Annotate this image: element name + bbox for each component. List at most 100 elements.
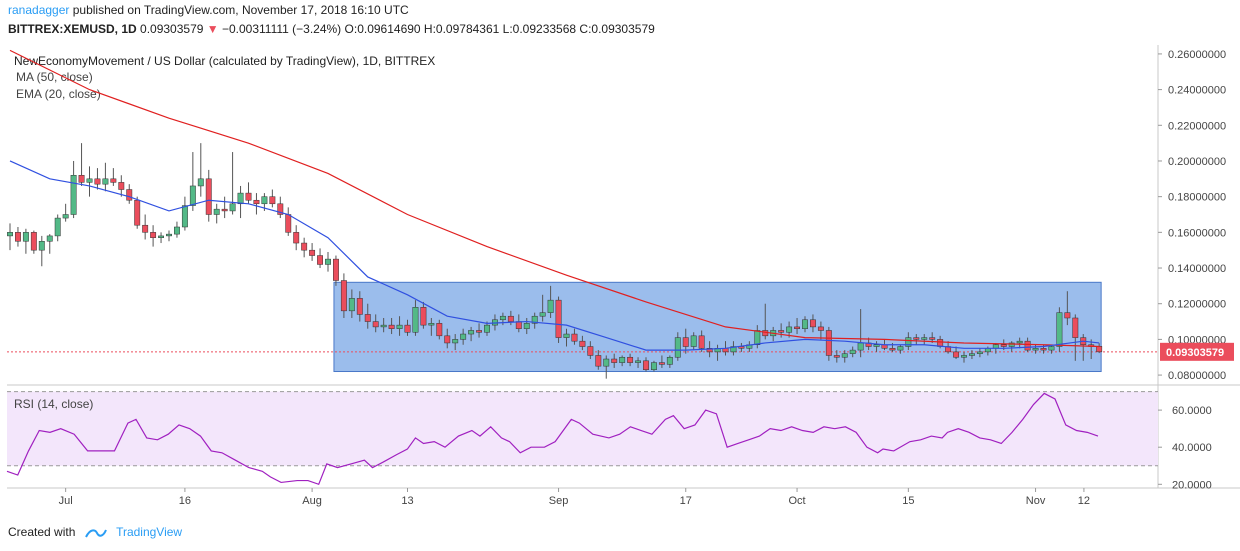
candle-body <box>921 337 928 340</box>
candle-body <box>730 346 737 353</box>
price-tick-label: 0.20000000 <box>1168 156 1226 168</box>
candle-body <box>1072 317 1079 338</box>
candle-body <box>142 224 149 233</box>
price-tick-label: 0.12000000 <box>1168 299 1226 311</box>
candle-body <box>619 356 626 363</box>
candle-body <box>897 346 904 351</box>
candle-body <box>7 232 13 237</box>
candle-body <box>976 351 983 354</box>
candle-body <box>627 356 634 363</box>
candle-body <box>929 337 936 340</box>
candle-body <box>301 242 308 251</box>
candle-body <box>555 299 562 338</box>
time-tick-label: Sep <box>549 495 569 507</box>
price-tick-label: 0.08000000 <box>1168 370 1226 382</box>
candle-body <box>762 330 769 337</box>
candle-body <box>873 344 880 347</box>
candle-body <box>428 323 435 326</box>
created-with-label: Created with <box>8 525 76 539</box>
price-tick-label: 0.26000000 <box>1168 49 1226 61</box>
candle-body <box>110 178 117 183</box>
last-price-badge <box>1160 342 1234 361</box>
candle-body <box>78 174 85 183</box>
last-value: 0.09303579 <box>140 22 207 36</box>
candle-body <box>507 315 514 322</box>
candle-body <box>603 358 610 367</box>
symbol-label: BITTREX:XEMUSD, 1D <box>8 22 140 36</box>
publish-info: published on TradingView.com, November 1… <box>69 3 409 17</box>
candle-body <box>802 319 808 329</box>
candle-body <box>245 192 252 201</box>
candle-body <box>905 337 912 347</box>
rsi-band <box>7 391 1158 466</box>
candle-body <box>531 315 538 324</box>
candle-body <box>30 232 37 251</box>
candle-body <box>189 185 196 206</box>
candle-body <box>571 333 578 342</box>
candle-body <box>889 348 896 351</box>
ema-legend: EMA (20, close) <box>16 87 101 101</box>
ohlc-key-c: C: <box>579 22 591 36</box>
ohlc-value-l: 0.09233568 <box>513 22 580 36</box>
candle-body <box>333 258 339 281</box>
candle-body <box>817 326 824 331</box>
candle-body <box>62 214 69 219</box>
candle-body <box>953 351 959 358</box>
change-arrow-icon: ▼ <box>207 22 222 36</box>
candle-body <box>174 226 180 235</box>
time-tick-label: 12 <box>1078 495 1090 507</box>
candle-body <box>452 339 459 344</box>
candle-body <box>1000 344 1007 347</box>
candle-body <box>420 307 427 326</box>
candle-body <box>651 362 657 370</box>
rsi-tick-label: 60.0000 <box>1172 405 1212 417</box>
candle-body <box>484 324 490 333</box>
candle-body <box>658 362 665 365</box>
candle-body <box>325 258 331 265</box>
ohlc-key-l: L: <box>503 22 513 36</box>
candle-body <box>285 214 292 233</box>
candle-body <box>778 330 785 333</box>
candle-body <box>364 314 371 322</box>
time-tick-label: 17 <box>680 495 692 507</box>
publish-line: ranadagger published on TradingView.com,… <box>8 3 409 17</box>
candle-body <box>849 349 856 354</box>
time-tick-label: Oct <box>788 495 805 507</box>
candle-body <box>269 196 276 205</box>
candle-body <box>94 178 101 185</box>
candle-body <box>539 312 546 317</box>
candle-body <box>833 355 840 358</box>
candle-body <box>698 335 705 349</box>
candle-body <box>1064 312 1071 319</box>
candle-body <box>1016 340 1023 344</box>
candle-body <box>1056 312 1063 347</box>
candle-body <box>460 333 467 340</box>
candle-body <box>595 355 602 367</box>
candle-body <box>635 360 641 363</box>
tradingview-logo-icon[interactable] <box>84 527 107 539</box>
price-tick-label: 0.24000000 <box>1168 85 1226 97</box>
candle-body <box>237 192 244 205</box>
candle-body <box>372 321 379 328</box>
tradingview-brand-link[interactable]: TradingView <box>116 525 183 539</box>
candle-body <box>388 324 395 329</box>
candle-body <box>1096 346 1103 353</box>
candle-body <box>547 299 554 313</box>
candle-body <box>356 298 363 315</box>
candle-body <box>293 232 300 244</box>
candle-body <box>134 199 141 226</box>
candle-body <box>277 203 284 215</box>
ohlc-value-o: 0.09614690 <box>357 22 424 36</box>
time-tick-label: Aug <box>302 495 322 507</box>
candle-body <box>515 321 522 329</box>
candle-body <box>86 178 93 183</box>
candle-body <box>841 353 848 358</box>
price-tick-label: 0.18000000 <box>1168 192 1226 204</box>
time-tick-label: 13 <box>401 495 413 507</box>
candle-body <box>913 337 920 340</box>
time-tick-label: Jul <box>59 495 73 507</box>
candle-body <box>15 232 21 242</box>
rsi-panel-title: RSI (14, close) <box>14 397 93 411</box>
ohlc-value-h: 0.09784361 <box>436 22 503 36</box>
